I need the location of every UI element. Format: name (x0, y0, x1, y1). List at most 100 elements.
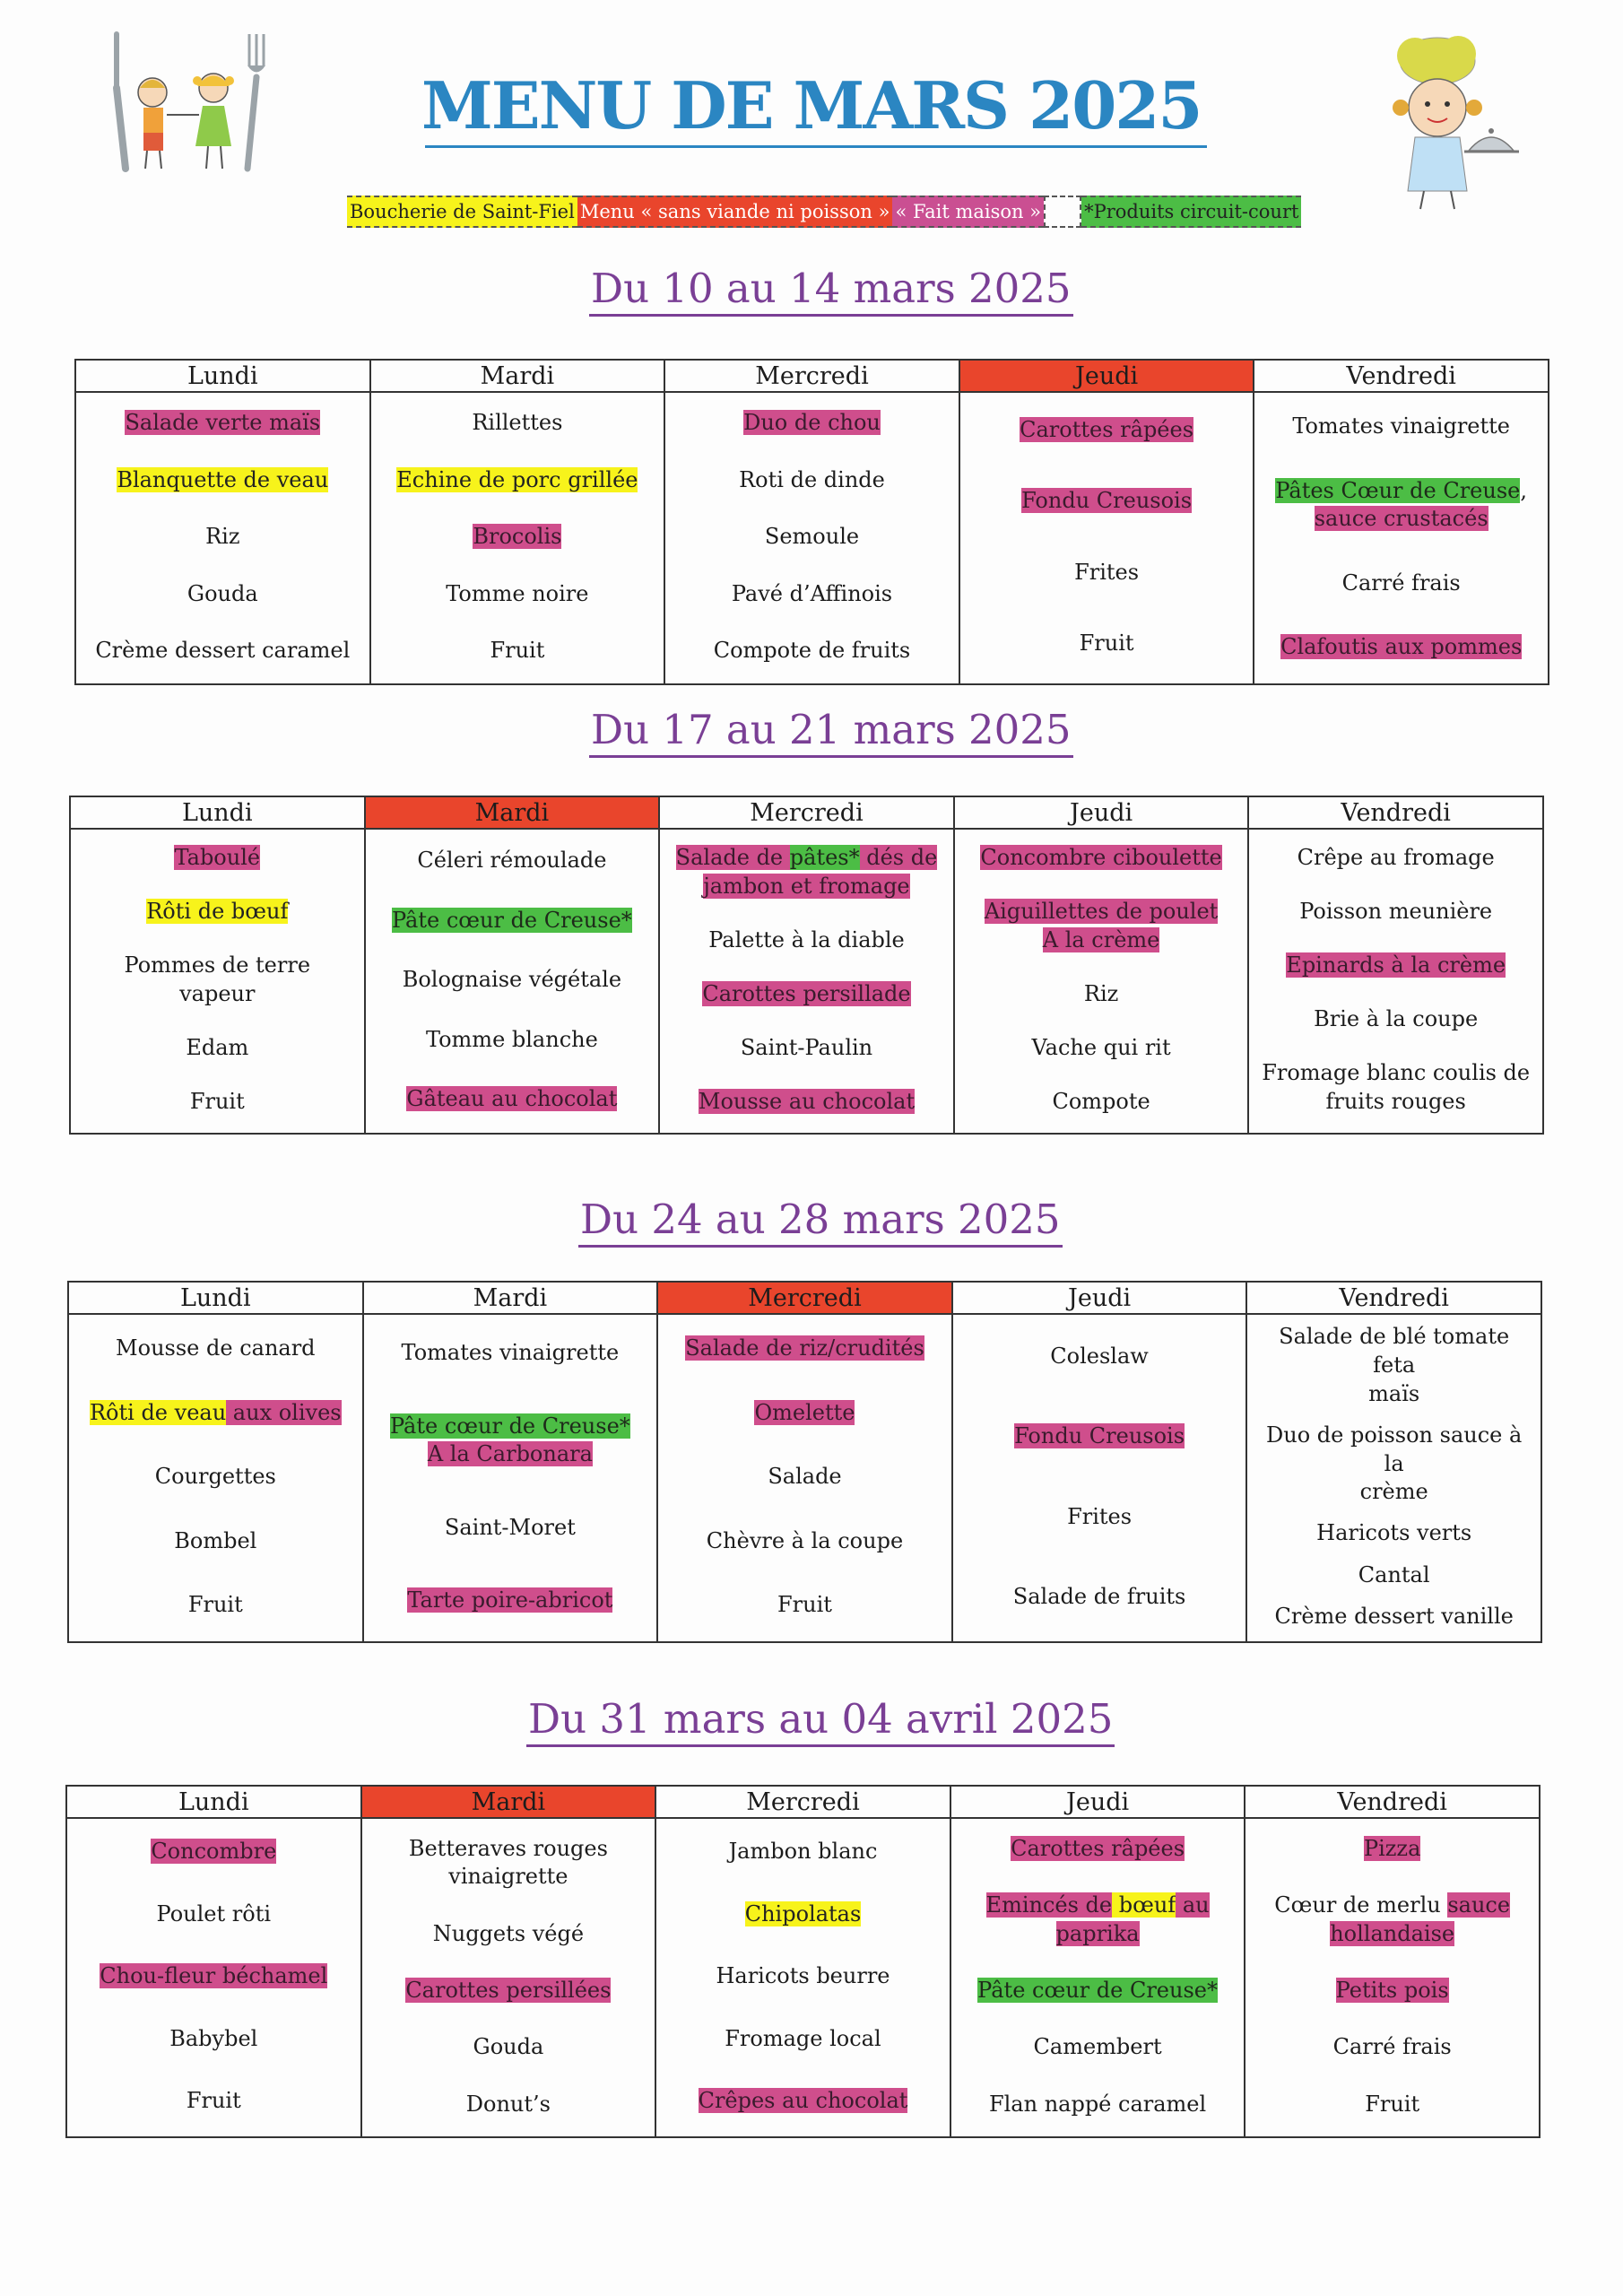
day-menu: Mousse de canard Rôti de veau aux olives C… (69, 1315, 362, 1641)
menu-item: Crème dessert caramel (95, 637, 350, 665)
day-header: Jeudi (950, 1787, 1245, 1819)
day-menu: Taboulé Rôti de bœuf Pommes de terre vapeur… (71, 830, 364, 1133)
highlighted-dish-text: Emincés de (985, 1892, 1113, 1918)
menu-item: Poisson meunière (1299, 898, 1492, 926)
highlighted-dish-text: Carottes persillées (405, 1978, 612, 2003)
day-menu: Carottes râpées Fondu Creusois Frites Fruit (960, 393, 1254, 683)
day-menu: Crêpe au fromage Poisson meunière Epinards… (1249, 830, 1542, 1133)
day-menu: Concombre ciboulette Aiguillettes de poul… (955, 830, 1248, 1133)
day-header: Mercredi (660, 797, 953, 830)
menu-item: Pâtes Cœur de Creuse, sauce crustacés (1275, 477, 1527, 534)
page-title: MENU DE MARS 2025 (421, 67, 1202, 144)
day-column-mardi: Mardi Betteraves rouges vinaigrette Nuggets… (361, 1787, 657, 2136)
menu-item: Salade de blé tomate feta maïs (1254, 1323, 1533, 1408)
day-column-jeudi: Jeudi Coleslaw Fondu Creusois Frites Salade … (952, 1283, 1248, 1641)
menu-item: Pâte cœur de Creuse* A la Carbonara (389, 1413, 630, 1469)
dish-text: Fruit (189, 1089, 245, 1115)
menu-item: Flan nappé caramel (989, 2091, 1206, 2119)
legend-separator (1044, 196, 1082, 228)
menu-item: Duo de chou (743, 409, 881, 438)
menu-item: Bombel (174, 1527, 256, 1556)
highlighted-dish-text: Petits pois (1335, 1978, 1449, 2003)
menu-item: Fruit (1365, 2091, 1419, 2119)
dish-text: vinaigrette (448, 1864, 568, 1890)
day-menu: Carottes râpées Emincés de bœuf au paprika… (951, 1819, 1245, 2136)
dish-text: Vache qui rit (1031, 1035, 1171, 1061)
day-menu: Tomates vinaigrette Pâtes Cœur de Creuse,… (1254, 393, 1548, 683)
day-header: Mardi (365, 797, 659, 830)
dish-text: Fruit (1365, 2091, 1420, 2117)
week-title: Du 10 au 14 mars 2025 (589, 265, 1073, 317)
day-column-jeudi: Jeudi Carottes râpées Fondu Creusois Frites… (959, 361, 1255, 683)
highlighted-dish-text: Omelette (754, 1399, 855, 1425)
menu-item: Cœur de merlu sauce hollandaise (1274, 1892, 1511, 1948)
menu-item: Clafoutis aux pommes (1280, 633, 1523, 662)
dish-text: Haricots beurre (716, 1963, 890, 1989)
day-column-mardi: Mardi Tomates vinaigrette Pâte cœur de Cre… (363, 1283, 659, 1641)
menu-item: Rillettes (472, 409, 562, 438)
dish-text: Fruit (1079, 631, 1134, 657)
dish-text: Fruit (490, 638, 545, 664)
menu-item: Emincés de bœuf au paprika (985, 1892, 1210, 1948)
highlighted-dish-text: Pizza (1363, 1835, 1421, 1861)
menu-item: Compote (1052, 1088, 1150, 1117)
menu-item: Chou-fleur béchamel (100, 1962, 328, 1991)
day-header: Vendredi (1254, 361, 1548, 393)
day-header: Mardi (361, 1787, 655, 1819)
day-header: Vendredi (1249, 797, 1542, 830)
day-menu: Concombre Poulet rôti Chou-fleur béchamel B… (67, 1819, 360, 2136)
day-column-mardi: Mardi Rillettes Echine de porc grillée Broc… (370, 361, 666, 683)
menu-item: Haricots verts (1316, 1519, 1471, 1548)
menu-item: Pommes de terre vapeur (125, 952, 310, 1008)
menu-item: Fruit (188, 1591, 243, 1620)
menu-item: Salade (768, 1463, 841, 1492)
week-title: Du 31 mars au 04 avril 2025 (526, 1696, 1115, 1747)
menu-item: Mousse de canard (116, 1335, 316, 1363)
highlighted-dish-text: Chipolatas (744, 1900, 862, 1926)
highlighted-dish-text: bœuf (1112, 1892, 1176, 1918)
menu-item: Carré frais (1333, 2033, 1452, 2062)
week-title: Du 17 au 21 mars 2025 (589, 707, 1073, 758)
day-header: Lundi (71, 797, 364, 830)
highlighted-dish-text: Pâte cœur de Creuse* (977, 1978, 1218, 2003)
dish-text: Céleri rémoulade (417, 848, 607, 874)
dish-text: Tomme blanche (425, 1026, 598, 1052)
dish-text: Fruit (777, 1592, 832, 1618)
menu-item: Vache qui rit (1032, 1034, 1171, 1063)
week-menu-table: Lundi Taboulé Rôti de bœuf Pommes de terre v… (69, 796, 1544, 1135)
week-menu-table: Lundi Salade verte maïs Blanquette de veau… (74, 359, 1549, 685)
menu-item: Pizza (1363, 1835, 1421, 1864)
day-menu: Jambon blanc Chipolatas Haricots beurre Fro… (656, 1819, 950, 2136)
menu-item: Fruit (777, 1591, 832, 1620)
dish-text: Tomme noire (446, 580, 589, 606)
highlighted-dish-text: Blanquette de veau (117, 466, 329, 492)
day-column-mercredi: Mercredi Jambon blanc Chipolatas Haricots b… (656, 1787, 951, 2136)
menu-item: Echine de porc grillée (396, 466, 638, 495)
menu-item: Taboulé (174, 844, 261, 873)
menu-item: Concombre ciboulette (980, 844, 1222, 873)
day-menu: Salade de blé tomate feta maïs Duo de pois… (1247, 1315, 1541, 1641)
menu-item: Jambon blanc (729, 1838, 878, 1866)
menu-item: Carottes râpées (1011, 1835, 1185, 1864)
title-underline (425, 145, 1207, 148)
menu-item: Pavé d’Affinois (732, 580, 892, 609)
dish-text: Pavé d’Affinois (731, 580, 893, 606)
menu-item: Courgettes (155, 1463, 276, 1492)
day-column-vendredi: Vendredi Pizza Cœur de merlu sauce hollanda… (1245, 1787, 1539, 2136)
dish-text: Gouda (187, 580, 258, 606)
menu-item: Crème dessert vanille (1275, 1603, 1514, 1631)
highlighted-dish-text: Gâteau au chocolat (406, 1085, 618, 1111)
dish-text: Camembert (1033, 2034, 1162, 2060)
highlighted-dish-text: Tarte poire-abricot (407, 1587, 613, 1613)
dish-text: Flan nappé caramel (988, 2091, 1207, 2117)
dish-text: maïs (1368, 1380, 1420, 1406)
highlighted-dish-text: Salade de riz/crudités (685, 1335, 924, 1361)
menu-item: Betteraves rouges vinaigrette (409, 1835, 608, 1892)
children-with-fork-illustration (90, 25, 278, 178)
menu-item: Carottes persillées (405, 1977, 612, 2005)
highlighted-dish-text: jambon et fromage (703, 873, 910, 899)
dish-text: Courgettes (154, 1464, 276, 1490)
menu-item: Brocolis (473, 523, 562, 552)
dish-text: Cantal (1358, 1561, 1430, 1587)
day-column-mardi: Mardi Céleri rémoulade Pâte cœur de Creuse… (365, 797, 661, 1133)
